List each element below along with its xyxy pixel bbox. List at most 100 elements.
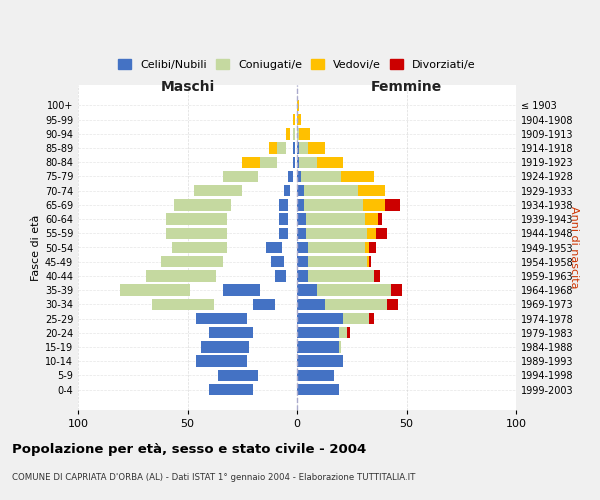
Bar bbox=[175, 199, 232, 210]
Text: Popolazione per età, sesso e stato civile - 2004: Popolazione per età, sesso e stato civil… bbox=[12, 442, 366, 456]
Bar bbox=[269, 142, 277, 154]
Bar bbox=[338, 341, 341, 352]
Text: COMUNE DI CAPRIATA D'ORBA (AL) - Dati ISTAT 1° gennaio 2004 - Elaborazione TUTTI: COMUNE DI CAPRIATA D'ORBA (AL) - Dati IS… bbox=[12, 472, 415, 482]
Bar bbox=[275, 270, 286, 281]
Bar bbox=[297, 214, 306, 225]
Bar bbox=[260, 156, 277, 168]
Bar bbox=[306, 228, 367, 239]
Bar bbox=[280, 214, 288, 225]
Bar bbox=[196, 356, 247, 367]
Bar bbox=[207, 242, 216, 253]
Bar bbox=[297, 327, 338, 338]
Bar bbox=[369, 256, 371, 268]
Bar bbox=[223, 171, 257, 182]
Bar bbox=[308, 256, 367, 268]
Bar bbox=[338, 327, 347, 338]
Bar bbox=[172, 284, 181, 296]
Bar bbox=[152, 298, 214, 310]
Bar bbox=[172, 242, 227, 253]
Bar bbox=[297, 228, 306, 239]
Bar bbox=[166, 228, 227, 239]
Bar bbox=[297, 242, 308, 253]
Bar bbox=[325, 298, 387, 310]
Bar bbox=[284, 185, 290, 196]
Bar bbox=[365, 242, 369, 253]
Bar bbox=[301, 171, 341, 182]
Bar bbox=[378, 214, 382, 225]
Bar bbox=[297, 100, 299, 111]
Bar bbox=[196, 313, 247, 324]
Bar bbox=[341, 171, 374, 182]
Bar bbox=[166, 214, 227, 225]
Bar bbox=[297, 156, 299, 168]
Bar bbox=[242, 156, 260, 168]
Bar bbox=[362, 199, 385, 210]
Y-axis label: Anni di nascita: Anni di nascita bbox=[569, 206, 579, 288]
Bar bbox=[297, 171, 301, 182]
Bar bbox=[203, 185, 223, 196]
Bar bbox=[297, 114, 301, 126]
Legend: Celibi/Nubili, Coniugati/e, Vedovi/e, Divorziati/e: Celibi/Nubili, Coniugati/e, Vedovi/e, Di… bbox=[114, 55, 480, 74]
Bar bbox=[240, 327, 242, 338]
Bar bbox=[367, 256, 369, 268]
Bar bbox=[374, 270, 380, 281]
Bar bbox=[119, 284, 190, 296]
Bar bbox=[200, 199, 212, 210]
Bar bbox=[236, 327, 244, 338]
Bar bbox=[271, 256, 284, 268]
Text: Maschi: Maschi bbox=[160, 80, 215, 94]
Bar bbox=[387, 298, 398, 310]
Bar bbox=[304, 185, 358, 196]
Bar bbox=[308, 242, 365, 253]
Bar bbox=[297, 256, 308, 268]
Bar bbox=[297, 370, 334, 381]
Bar bbox=[146, 270, 216, 281]
Bar bbox=[358, 185, 385, 196]
Bar bbox=[244, 341, 247, 352]
Bar bbox=[218, 228, 223, 239]
Bar bbox=[308, 142, 325, 154]
Bar bbox=[223, 171, 240, 182]
Bar bbox=[365, 214, 378, 225]
Bar bbox=[306, 214, 365, 225]
Bar bbox=[266, 242, 281, 253]
Bar bbox=[209, 327, 253, 338]
Bar bbox=[299, 142, 308, 154]
Bar bbox=[203, 313, 225, 324]
Bar bbox=[385, 199, 400, 210]
Bar bbox=[190, 270, 203, 281]
Bar bbox=[297, 142, 299, 154]
Bar bbox=[293, 114, 295, 126]
Bar bbox=[299, 128, 310, 140]
Bar bbox=[297, 270, 308, 281]
Bar bbox=[218, 256, 220, 268]
Bar bbox=[369, 242, 376, 253]
Bar bbox=[297, 356, 343, 367]
Bar bbox=[297, 128, 299, 140]
Bar bbox=[218, 370, 257, 381]
Bar bbox=[369, 313, 374, 324]
Bar bbox=[297, 298, 325, 310]
Bar bbox=[391, 284, 402, 296]
Bar bbox=[293, 128, 295, 140]
Bar bbox=[367, 228, 376, 239]
Bar bbox=[200, 341, 249, 352]
Bar bbox=[297, 341, 338, 352]
Bar bbox=[293, 156, 295, 168]
Bar bbox=[200, 298, 207, 310]
Bar bbox=[297, 384, 338, 395]
Bar bbox=[223, 242, 225, 253]
Bar bbox=[280, 228, 288, 239]
Y-axis label: Fasce di età: Fasce di età bbox=[31, 214, 41, 280]
Bar bbox=[288, 171, 293, 182]
Text: Femmine: Femmine bbox=[371, 80, 442, 94]
Bar bbox=[194, 185, 242, 196]
Bar bbox=[317, 284, 391, 296]
Bar bbox=[214, 214, 220, 225]
Bar bbox=[347, 327, 350, 338]
Bar bbox=[223, 284, 260, 296]
Bar bbox=[343, 313, 369, 324]
Bar bbox=[286, 128, 290, 140]
Bar bbox=[293, 142, 295, 154]
Bar bbox=[277, 142, 286, 154]
